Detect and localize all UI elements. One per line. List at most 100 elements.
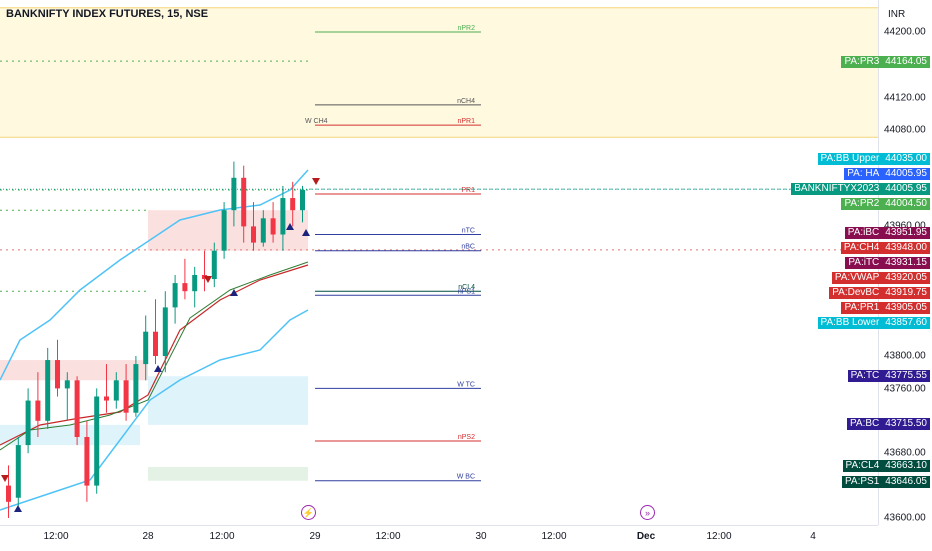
- candle-body: [64, 380, 70, 389]
- price-label-value: 43920.05: [885, 272, 927, 283]
- candle-body: [143, 331, 149, 365]
- price-label-ha: PA: HA 44005.95: [844, 168, 930, 180]
- x-tick: 30: [475, 531, 487, 542]
- level-label-nch4: nCH4: [457, 98, 475, 105]
- level-label-nps1: nPS1: [458, 288, 475, 295]
- level-label-nps2: nPS2: [458, 434, 475, 441]
- price-label-symbol: BANKNIFTYX2023 44005.95: [791, 183, 930, 195]
- candle-body: [192, 275, 198, 292]
- level-label-wtc: W TC: [457, 381, 475, 388]
- candle-body: [211, 250, 217, 280]
- y-tick: 43680.00: [884, 447, 926, 459]
- price-label-name: PA:DevBC: [832, 287, 880, 298]
- price-label-ps1: PA:PS1 43646.05: [842, 476, 930, 488]
- price-label-pr3: PA:PR3 44164.05: [841, 56, 930, 68]
- price-label-value: 43775.55: [885, 370, 927, 381]
- price-label-itc: PA:iTC 43931.15: [845, 257, 930, 269]
- prev-ch-zone: [0, 360, 148, 381]
- candle-body: [241, 177, 247, 227]
- candle-body: [153, 331, 158, 356]
- price-label-name: PA:VWAP: [834, 272, 880, 283]
- level-label-npr1: nPR1: [457, 118, 475, 125]
- price-label-ch4: PA:CH4 43948.00: [840, 242, 930, 254]
- candle-body: [25, 400, 31, 446]
- price-label-value: 43715.50: [885, 418, 927, 429]
- signal-up-marker: [230, 289, 238, 296]
- x-tick: 12:00: [706, 531, 732, 542]
- signal-down-marker: [204, 276, 212, 283]
- x-tick: 29: [309, 531, 321, 542]
- price-label-value: 43646.05: [885, 476, 927, 487]
- candle-body: [35, 400, 41, 421]
- price-label-name: PA: HA: [847, 168, 880, 179]
- candle-body: [300, 189, 305, 211]
- price-label-value: 43919.75: [885, 287, 927, 298]
- signal-down-marker: [312, 178, 320, 185]
- price-label-vwap: PA:VWAP 43920.05: [831, 272, 930, 284]
- price-label-devbc: PA:DevBC 43919.75: [829, 287, 930, 299]
- candle-body: [182, 283, 188, 292]
- candle-body: [221, 210, 227, 251]
- prev-tc-bc-zone: [0, 424, 140, 446]
- price-label-name: PA:TC: [850, 370, 880, 381]
- candle-body: [251, 226, 256, 243]
- price-label-name: PA:BC: [850, 418, 880, 429]
- ha-line: [0, 261, 309, 451]
- price-label-pr2: PA:PR2 44004.50: [841, 198, 930, 210]
- vwap-line: [0, 264, 309, 446]
- price-label-value: 43931.15: [885, 257, 927, 268]
- price-label-value: 44035.00: [885, 153, 927, 164]
- currency-label[interactable]: INR: [888, 9, 906, 20]
- price-label-name: PA:PR3: [844, 56, 880, 67]
- time-axis[interactable]: [0, 525, 878, 551]
- price-label-ibc: PA:iBC 43951.95: [844, 227, 930, 239]
- x-tick: 4: [810, 531, 816, 542]
- candle-body: [270, 218, 276, 235]
- candle-body: [260, 218, 266, 243]
- y-tick: 44200.00: [884, 26, 926, 38]
- candle-body: [280, 198, 286, 235]
- candle-body: [74, 380, 80, 437]
- price-label-name: BANKNIFTYX2023: [794, 183, 880, 194]
- chart-plot-area[interactable]: nPR2 nCH4 nPR1 PR1 nTC nBC nCL4 nPS1 W TC nPS2 W B…: [0, 0, 878, 525]
- candle-body: [113, 380, 119, 401]
- candle-body: [15, 445, 21, 498]
- price-label-value: 44004.50: [885, 198, 927, 209]
- signal-up-marker: [302, 229, 310, 236]
- resistance-zone: [0, 7, 878, 138]
- candle-body: [162, 307, 168, 356]
- x-tick: 28: [142, 531, 154, 542]
- event-forward-icon[interactable]: »: [640, 505, 655, 520]
- price-label-value: 43905.05: [885, 302, 927, 313]
- price-label-value: 43857.60: [885, 317, 927, 328]
- y-tick: 44080.00: [884, 124, 926, 136]
- price-label-name: PA:CL4: [845, 460, 880, 471]
- candle-body: [84, 437, 90, 486]
- cl-ps-zone: [148, 466, 308, 481]
- candle-body: [45, 360, 51, 421]
- price-label-value: 44164.05: [885, 56, 927, 67]
- candle-body: [231, 177, 237, 211]
- price-label-bb-upper: PA:BB Upper 44035.00: [817, 153, 930, 165]
- candle-body: [6, 485, 11, 502]
- candle-body: [133, 364, 139, 413]
- level-label-wch4: W CH4: [305, 118, 328, 125]
- level-label-npr2: nPR2: [457, 25, 475, 32]
- event-flash-icon[interactable]: ⚡: [301, 505, 316, 520]
- price-label-name: PA:PR1: [844, 302, 880, 313]
- symbol-title[interactable]: BANKNIFTY INDEX FUTURES, 15, NSE: [6, 8, 209, 20]
- price-label-pr1: PA:PR1 43905.05: [841, 302, 930, 314]
- x-tick: 12:00: [209, 531, 235, 542]
- level-label-pr1: PR1: [461, 187, 475, 194]
- candle-body: [290, 198, 296, 211]
- signal-up-marker: [286, 223, 294, 230]
- y-tick: 43600.00: [884, 512, 926, 524]
- y-tick: 43760.00: [884, 383, 926, 395]
- price-label-value: 43951.95: [885, 227, 927, 238]
- price-label-name: PA:PR2: [844, 198, 880, 209]
- price-label-bc: PA:BC 43715.50: [847, 418, 930, 430]
- y-tick: 43800.00: [884, 350, 926, 362]
- level-label-ntc: nTC: [462, 228, 475, 235]
- price-label-name: PA:BB Lower: [820, 317, 880, 328]
